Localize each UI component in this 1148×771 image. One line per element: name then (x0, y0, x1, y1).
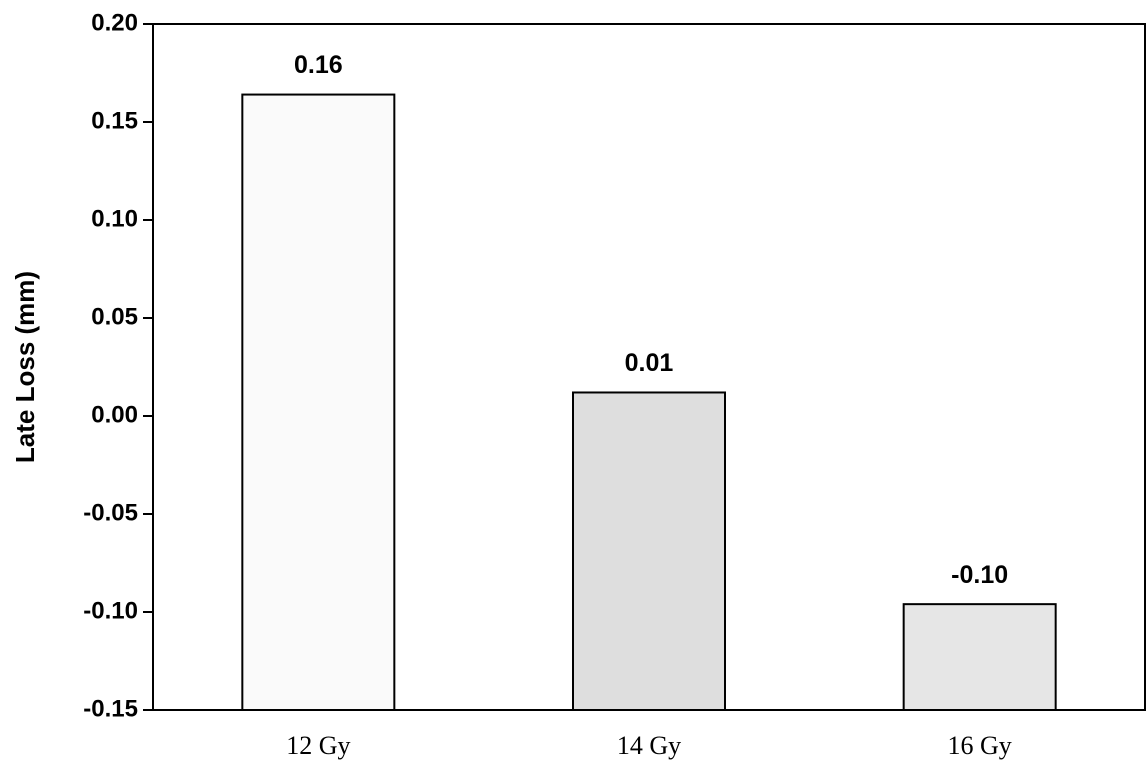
data-label: 0.01 (625, 349, 674, 377)
axes-layer: -0.15 -0.10 -0.05 0.00 0.05 0.10 0.15 0.20 12 Gy… (83, 9, 1146, 760)
plot-frame (152, 23, 1146, 711)
x-category-label: 12 Gy (286, 731, 350, 760)
data-label: 0.16 (294, 51, 343, 79)
bar (241, 93, 396, 711)
x-category-label: 14 Gy (617, 731, 681, 760)
y-tick-label: 0.05 (91, 303, 138, 330)
y-tick-label: -0.15 (83, 695, 138, 722)
y-tick-label: -0.10 (83, 597, 138, 624)
y-tick-label: 0.15 (91, 107, 138, 134)
y-tick-label: -0.05 (83, 499, 138, 526)
data-labels-layer: 0.16 0.01 -0.10 (294, 51, 1008, 589)
bar (902, 603, 1057, 711)
y-tick-label: 0.10 (91, 205, 138, 232)
y-tick-label: 0.00 (91, 401, 138, 428)
x-category-label: 16 Gy (948, 731, 1012, 760)
bars-layer (241, 93, 1057, 711)
y-axis-title: Late Loss (mm) (10, 271, 40, 463)
bar (572, 391, 726, 711)
data-label: -0.10 (951, 561, 1008, 589)
y-tick-label: 0.20 (91, 9, 138, 36)
